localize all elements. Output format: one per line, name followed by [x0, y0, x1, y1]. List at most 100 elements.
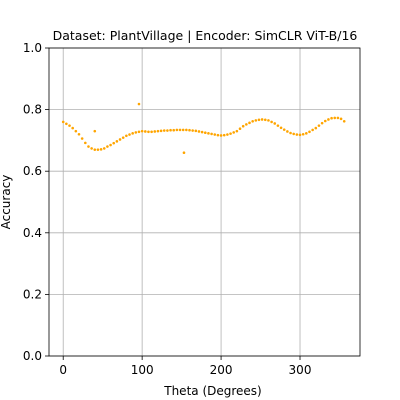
point	[185, 128, 188, 132]
point	[238, 127, 242, 130]
point	[118, 138, 122, 141]
point	[96, 148, 100, 151]
point	[216, 133, 220, 137]
point	[305, 132, 308, 135]
y-tick-label: 0.2	[23, 287, 42, 301]
point	[153, 130, 157, 133]
x-tick-label: 200	[210, 363, 233, 377]
point	[207, 132, 210, 135]
x-axis-label: Theta (Degrees)	[163, 384, 261, 398]
point	[93, 148, 97, 151]
point	[77, 132, 81, 136]
point	[125, 134, 128, 138]
point	[327, 118, 330, 121]
point	[65, 122, 68, 126]
point	[156, 129, 160, 133]
point	[286, 130, 289, 133]
point	[311, 128, 314, 132]
point	[241, 124, 245, 128]
point	[169, 128, 172, 132]
point	[226, 133, 229, 136]
point	[251, 120, 254, 123]
y-tick-label: 0.0	[23, 349, 42, 363]
point	[80, 137, 84, 140]
chart-title: Dataset: PlantVillage | Encoder: SimCLR …	[53, 28, 358, 43]
point	[276, 124, 280, 127]
point	[90, 147, 93, 150]
point	[131, 132, 134, 135]
point	[147, 130, 150, 134]
point	[257, 118, 261, 122]
point	[134, 131, 138, 134]
point	[282, 128, 286, 131]
point	[106, 145, 109, 148]
point	[84, 141, 87, 145]
point	[93, 129, 97, 133]
point	[222, 133, 226, 137]
point	[260, 118, 264, 121]
point	[292, 132, 295, 136]
y-tick-label: 0.6	[23, 164, 42, 178]
point	[263, 118, 267, 122]
point	[137, 130, 141, 134]
point	[342, 120, 346, 123]
y-tick-label: 0.4	[23, 226, 42, 240]
point	[254, 119, 258, 122]
point	[289, 131, 292, 135]
point	[314, 126, 318, 130]
grid	[49, 47, 360, 357]
point	[213, 133, 217, 136]
point	[200, 130, 204, 134]
point	[112, 141, 116, 145]
point	[121, 136, 125, 139]
point	[245, 123, 248, 126]
point	[194, 129, 198, 133]
point	[273, 122, 277, 125]
point	[197, 130, 201, 133]
point	[298, 133, 302, 137]
y-axis-label: Accuracy	[0, 175, 13, 230]
point	[115, 140, 119, 143]
point	[137, 102, 141, 106]
point	[339, 117, 343, 121]
x-tick-label: 100	[131, 363, 154, 377]
point	[102, 147, 106, 150]
point	[333, 116, 337, 120]
point	[175, 128, 179, 132]
point	[178, 128, 182, 132]
y-tick-label: 0.8	[23, 103, 42, 117]
point	[61, 120, 65, 124]
point	[172, 128, 176, 132]
x-tick-label: 0	[59, 363, 67, 377]
point	[203, 131, 207, 134]
point	[74, 129, 78, 133]
point	[229, 132, 232, 135]
point	[68, 124, 71, 127]
marks	[61, 102, 346, 155]
point	[109, 143, 112, 147]
point	[181, 128, 185, 132]
point	[248, 121, 251, 125]
y-tick-label: 1.0	[23, 41, 42, 55]
point	[219, 134, 223, 137]
x-tick-label: 300	[289, 363, 312, 377]
point	[99, 148, 103, 151]
point	[162, 129, 166, 132]
point	[336, 116, 340, 120]
point	[323, 119, 327, 123]
point	[279, 126, 283, 130]
point	[191, 129, 194, 132]
point	[182, 151, 186, 155]
axes-frame	[48, 47, 361, 357]
point	[267, 119, 270, 122]
point	[143, 130, 147, 133]
point	[87, 145, 90, 148]
point	[320, 121, 324, 125]
point	[270, 120, 273, 124]
point	[166, 129, 169, 132]
point	[232, 131, 236, 134]
point	[128, 133, 131, 136]
point	[317, 124, 321, 127]
point	[210, 132, 213, 136]
